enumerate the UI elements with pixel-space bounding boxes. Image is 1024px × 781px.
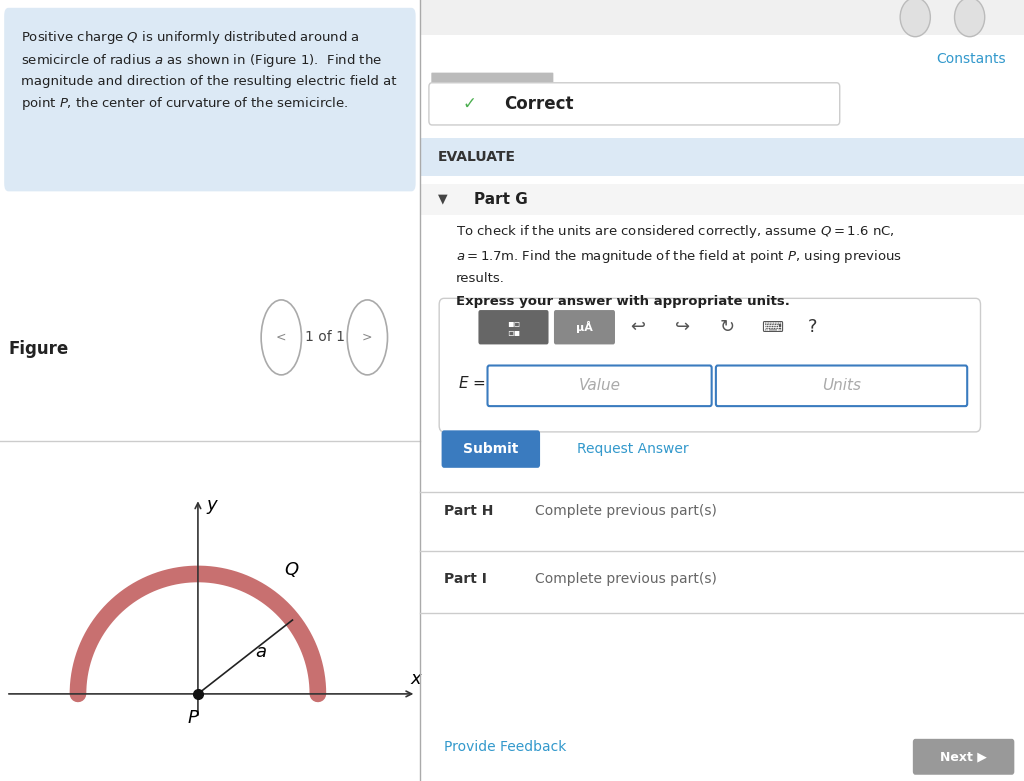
FancyBboxPatch shape (554, 310, 615, 344)
Text: ↩: ↩ (630, 318, 645, 337)
Bar (420, 184, 1024, 215)
Text: ✓: ✓ (462, 95, 476, 113)
Bar (420, 0, 1024, 35)
Text: Complete previous part(s): Complete previous part(s) (535, 572, 717, 586)
Text: $E$ =: $E$ = (458, 375, 485, 390)
FancyBboxPatch shape (441, 430, 540, 468)
Text: Provide Feedback: Provide Feedback (444, 740, 566, 754)
FancyBboxPatch shape (478, 310, 549, 344)
Text: Next ▶: Next ▶ (940, 751, 987, 763)
Text: Figure: Figure (8, 340, 69, 358)
Text: ▪▫
▫▪: ▪▫ ▫▪ (507, 318, 520, 337)
Text: ↪: ↪ (675, 318, 690, 337)
Text: Request Answer: Request Answer (577, 442, 688, 456)
FancyBboxPatch shape (4, 8, 416, 191)
Circle shape (954, 0, 985, 37)
Bar (420, 138, 1024, 176)
Text: Part I: Part I (444, 572, 486, 586)
FancyBboxPatch shape (912, 739, 1015, 775)
Text: $Q$: $Q$ (285, 560, 300, 579)
Text: Constants: Constants (936, 52, 1006, 66)
Circle shape (900, 0, 931, 37)
Text: μÅ: μÅ (575, 321, 593, 333)
Text: $x$: $x$ (410, 670, 423, 688)
Text: To check if the units are considered correctly, assume $Q = 1.6$ nC,
$a = 1.7$m.: To check if the units are considered cor… (456, 223, 902, 284)
Text: ▼: ▼ (438, 193, 447, 205)
Text: $a$: $a$ (255, 644, 267, 662)
Text: Complete previous part(s): Complete previous part(s) (535, 504, 717, 518)
Text: ⌨: ⌨ (761, 319, 783, 335)
Text: Correct: Correct (505, 95, 573, 113)
FancyBboxPatch shape (716, 366, 968, 406)
Text: EVALUATE: EVALUATE (438, 150, 516, 164)
Text: Value: Value (579, 378, 621, 394)
Text: ?: ? (808, 318, 817, 337)
Text: >: > (362, 331, 373, 344)
Text: <: < (276, 331, 287, 344)
Text: Positive charge $Q$ is uniformly distributed around a
semicircle of radius $a$ a: Positive charge $Q$ is uniformly distrib… (20, 29, 396, 112)
Text: $P$: $P$ (186, 709, 200, 727)
Text: Part H: Part H (444, 504, 494, 518)
Text: Part G: Part G (474, 191, 528, 207)
Text: ↻: ↻ (719, 318, 734, 337)
Text: Express your answer with appropriate units.: Express your answer with appropriate uni… (456, 295, 790, 308)
Text: Submit: Submit (463, 442, 518, 456)
FancyBboxPatch shape (439, 298, 981, 432)
FancyBboxPatch shape (487, 366, 712, 406)
Text: $y$: $y$ (206, 498, 219, 516)
Text: 1 of 1: 1 of 1 (305, 330, 345, 344)
Text: Units: Units (822, 378, 861, 394)
FancyBboxPatch shape (429, 83, 840, 125)
FancyBboxPatch shape (431, 73, 553, 83)
